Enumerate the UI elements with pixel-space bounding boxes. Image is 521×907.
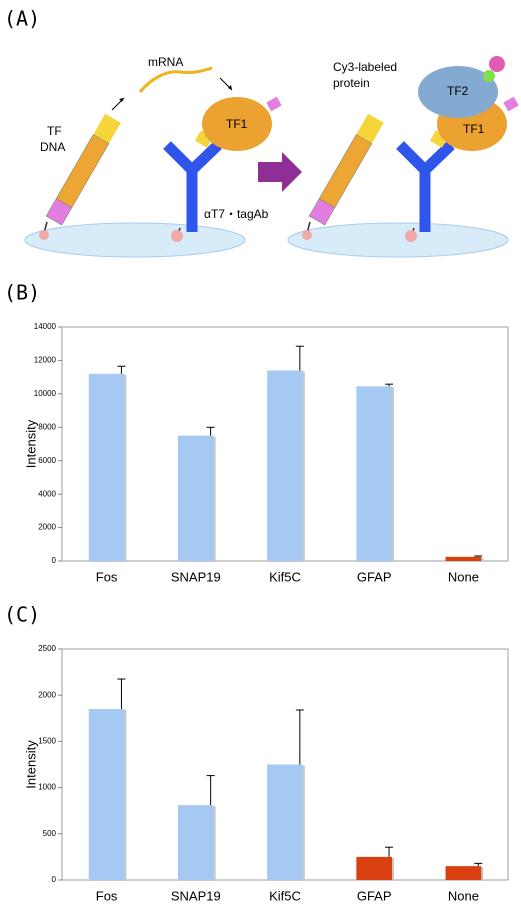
bar <box>356 857 392 880</box>
label: TF1 <box>226 117 248 131</box>
error-bar <box>385 847 393 857</box>
x-tick-label: None <box>448 888 479 903</box>
y-tick-label: 0 <box>52 875 57 884</box>
error-bar <box>474 556 482 557</box>
bar <box>446 866 482 880</box>
bar <box>178 436 214 561</box>
label: TF2 <box>447 84 469 98</box>
y-tick-label: 6000 <box>38 456 56 465</box>
error-bar <box>296 346 304 370</box>
x-tick-label: Fos <box>96 888 118 903</box>
bar <box>178 805 214 880</box>
bar <box>89 374 125 561</box>
label: TF <box>47 124 62 138</box>
figure: (A) <box>0 0 521 907</box>
y-tick-label: 14000 <box>34 322 57 331</box>
y-tick-label: 8000 <box>38 422 56 431</box>
label: protein <box>333 76 370 90</box>
y-axis-title: Intensity <box>23 419 38 468</box>
x-tick-label: SNAP19 <box>171 888 221 903</box>
label: αT7・tagAb <box>204 207 269 221</box>
y-tick-label: 1000 <box>38 783 56 792</box>
y-tick-label: 4000 <box>38 489 56 498</box>
y-axis-title: Intensity <box>23 740 38 789</box>
error-bar <box>296 710 304 765</box>
y-tick-label: 500 <box>43 829 57 838</box>
y-tick-label: 2000 <box>38 690 56 699</box>
diagram-right <box>288 56 519 257</box>
bar <box>446 557 482 561</box>
y-tick-label: 2500 <box>38 644 56 653</box>
label: DNA <box>40 140 65 154</box>
bar <box>267 765 303 881</box>
y-tick-label: 0 <box>52 556 57 565</box>
y-tick-label: 2000 <box>38 523 56 532</box>
y-tick-label: 1500 <box>38 737 56 746</box>
panel-label: (B) <box>4 281 40 305</box>
error-bar <box>117 679 125 709</box>
bar <box>356 386 392 561</box>
error-bar <box>474 863 482 866</box>
x-tick-label: None <box>448 569 479 584</box>
label: mRNA <box>148 55 183 69</box>
x-tick-label: GFAP <box>357 888 392 903</box>
x-tick-label: GFAP <box>357 569 392 584</box>
y-tick-label: 10000 <box>34 389 57 398</box>
error-bar <box>207 427 215 435</box>
panel-label: (C) <box>4 603 40 627</box>
label: TF1 <box>463 122 485 136</box>
x-tick-label: Kif5C <box>269 569 301 584</box>
error-bar <box>385 384 393 386</box>
page: (A) <box>0 0 521 907</box>
y-tick-label: 12000 <box>34 356 57 365</box>
bar <box>267 370 303 561</box>
x-tick-label: Kif5C <box>269 888 301 903</box>
x-tick-label: Fos <box>96 569 118 584</box>
label: Cy3-labeled <box>333 60 397 74</box>
error-bar <box>117 366 125 374</box>
bar <box>89 709 125 880</box>
x-tick-label: SNAP19 <box>171 569 221 584</box>
panel-label: (A) <box>4 7 40 31</box>
diagram-left <box>25 68 302 257</box>
error-bar <box>207 776 215 806</box>
